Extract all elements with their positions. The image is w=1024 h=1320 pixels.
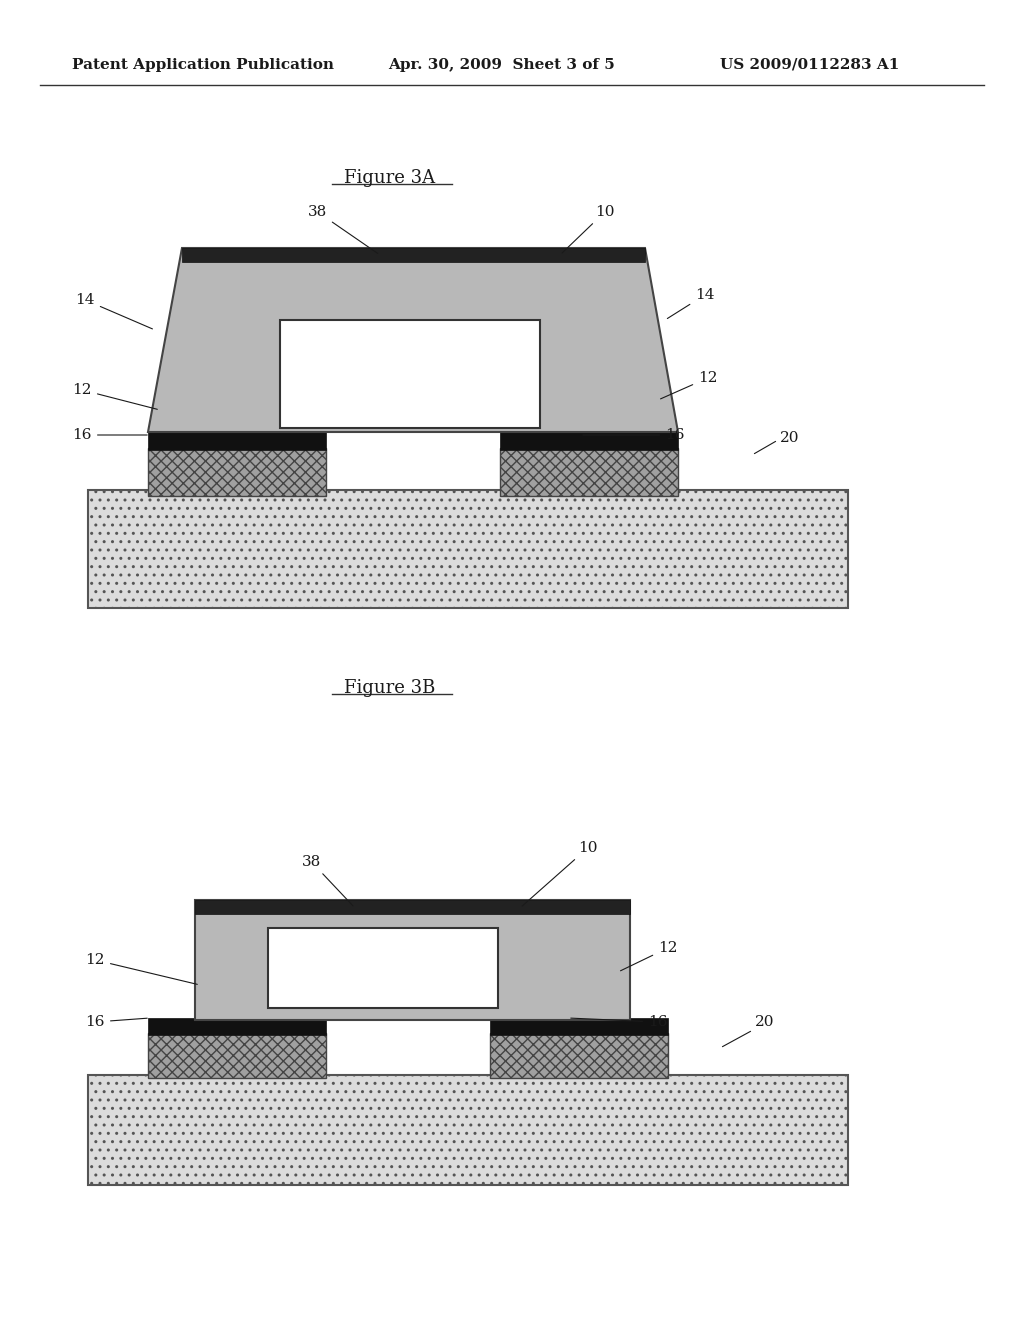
Text: 12: 12 <box>85 953 198 985</box>
Text: Apr. 30, 2009  Sheet 3 of 5: Apr. 30, 2009 Sheet 3 of 5 <box>388 58 614 73</box>
Bar <box>280 319 540 428</box>
Bar <box>268 928 498 1008</box>
Polygon shape <box>182 248 645 261</box>
Text: Figure 3B: Figure 3B <box>344 678 435 697</box>
Bar <box>195 900 630 1020</box>
Text: 14: 14 <box>668 288 715 318</box>
Bar <box>148 447 326 496</box>
Text: 12: 12 <box>73 383 158 409</box>
Text: 16: 16 <box>73 428 147 442</box>
Text: 20: 20 <box>780 432 800 445</box>
Text: 12: 12 <box>660 371 718 399</box>
Text: 38: 38 <box>308 205 378 253</box>
Text: US 2009/0112283 A1: US 2009/0112283 A1 <box>720 58 899 73</box>
Text: 16: 16 <box>570 1015 668 1030</box>
Text: 16: 16 <box>85 1015 147 1030</box>
Bar <box>88 490 848 609</box>
Bar <box>500 432 678 450</box>
Bar <box>148 1034 326 1078</box>
Text: 10: 10 <box>522 841 597 906</box>
Text: Figure 3A: Figure 3A <box>344 169 435 187</box>
Polygon shape <box>148 248 678 432</box>
Bar <box>195 900 630 913</box>
Bar <box>148 432 326 450</box>
Bar <box>500 447 678 496</box>
Bar <box>490 1018 668 1035</box>
Bar <box>490 1034 668 1078</box>
Text: Patent Application Publication: Patent Application Publication <box>72 58 334 73</box>
Text: 14: 14 <box>76 293 153 329</box>
Text: 12: 12 <box>621 941 678 970</box>
Bar <box>148 1018 326 1035</box>
Text: 16: 16 <box>583 428 684 442</box>
Text: 38: 38 <box>302 855 353 906</box>
Text: 10: 10 <box>562 205 614 253</box>
Text: 20: 20 <box>755 1015 774 1030</box>
Bar <box>88 1074 848 1185</box>
